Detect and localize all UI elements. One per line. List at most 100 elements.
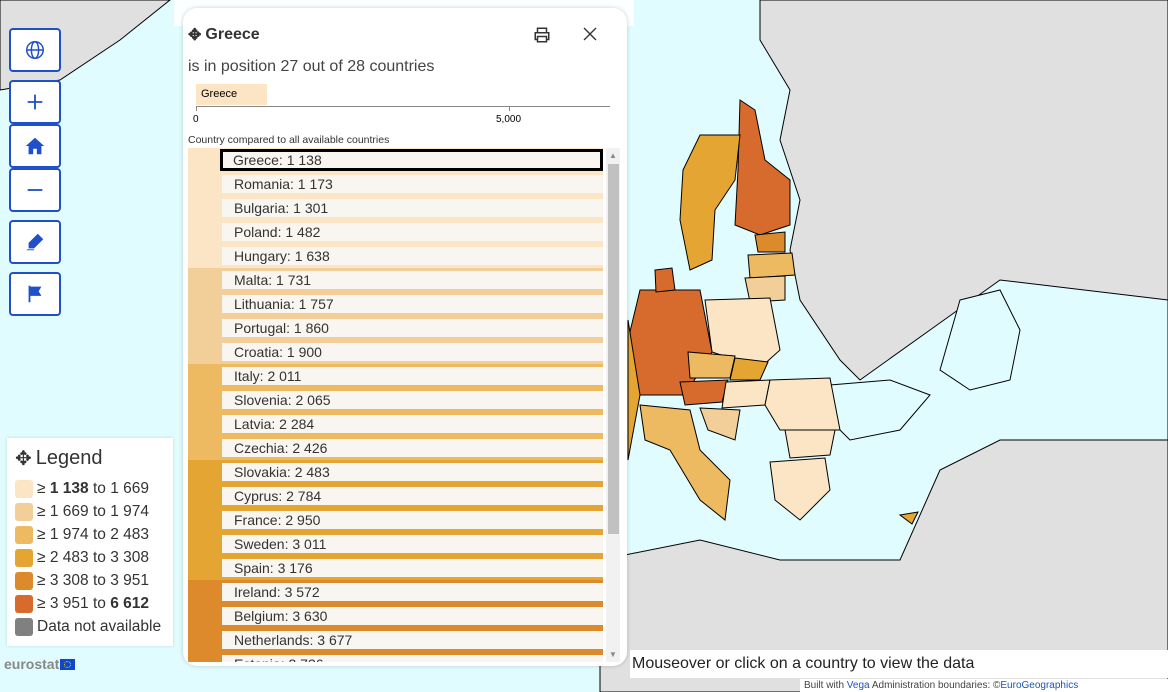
- list-item-label: Czechia: 2 426: [222, 439, 603, 457]
- legend-title: Legend: [35, 447, 103, 469]
- legend-label: ≥ 3 951 to 6 612: [37, 594, 149, 612]
- list-item[interactable]: Sweden: 3 011: [188, 532, 603, 556]
- scroll-up-icon[interactable]: ▲: [609, 151, 617, 160]
- legend-item: ≥ 2 483 to 3 308: [15, 546, 165, 569]
- country-croatia[interactable]: [699, 407, 741, 441]
- list-item[interactable]: Slovakia: 2 483: [188, 460, 603, 484]
- list-item[interactable]: Bulgaria: 1 301: [188, 196, 603, 220]
- list-item[interactable]: Lithuania: 1 757: [188, 292, 603, 316]
- country-ranking-list[interactable]: Greece: 1 138 Romania: 1 173 Bulgaria: 1 3…: [188, 148, 603, 662]
- list-item[interactable]: Cyprus: 2 784: [188, 484, 603, 508]
- print-icon[interactable]: [533, 26, 551, 44]
- list-item-label: Netherlands: 3 677: [222, 631, 603, 649]
- home-button[interactable]: [9, 124, 61, 168]
- legend-label: ≥ 3 308 to 3 951: [37, 571, 149, 589]
- list-item-label: Cyprus: 2 784: [222, 487, 603, 505]
- eurogeographics-link[interactable]: EuroGeographics: [1000, 680, 1079, 691]
- legend-item-na: Data not available: [15, 615, 165, 638]
- country-bulgaria[interactable]: [784, 429, 836, 459]
- country-greece[interactable]: [769, 457, 831, 521]
- country-lithuania[interactable]: [744, 275, 786, 303]
- list-item[interactable]: France: 2 950: [188, 508, 603, 532]
- list-item-label: Ireland: 3 572: [222, 583, 603, 601]
- country-denmark[interactable]: [654, 267, 676, 293]
- legend-item: ≥ 1 669 to 1 974: [15, 500, 165, 523]
- list-item-label: Hungary: 1 638: [222, 247, 603, 265]
- legend-label: ≥ 1 138 to 1 669: [37, 479, 149, 497]
- list-item-label: Greece: 1 138: [220, 149, 603, 171]
- country-estonia[interactable]: [754, 231, 786, 253]
- list-item-label: Portugal: 1 860: [222, 319, 603, 337]
- legend-swatch: [15, 548, 33, 567]
- legend[interactable]: ✥ Legend ≥ 1 138 to 1 669 ≥ 1 669 to 1 974…: [7, 438, 173, 646]
- axis-tick: [509, 106, 510, 111]
- country-austria[interactable]: [679, 379, 729, 406]
- zoom-out-button[interactable]: [9, 168, 61, 212]
- country-value-bar: Greece: [196, 84, 268, 105]
- legend-swatch: [15, 571, 33, 590]
- list-item-label: Italy: 2 011: [222, 367, 603, 385]
- move-icon[interactable]: ✥: [15, 448, 32, 470]
- country-romania[interactable]: [764, 377, 841, 431]
- list-item[interactable]: Ireland: 3 572: [188, 580, 603, 604]
- legend-swatch: [15, 479, 33, 498]
- list-item[interactable]: Hungary: 1 638: [188, 244, 603, 268]
- close-icon[interactable]: [581, 25, 599, 43]
- country-finland[interactable]: [734, 99, 791, 236]
- list-item[interactable]: Latvia: 2 284: [188, 412, 603, 436]
- legend-swatch: [15, 617, 33, 636]
- list-item-label: Romania: 1 173: [222, 175, 603, 193]
- legend-swatch: [15, 525, 33, 544]
- country-poland[interactable]: [704, 297, 781, 369]
- pen-icon: [26, 233, 44, 251]
- legend-label: Data not available: [37, 617, 162, 635]
- country-hungary[interactable]: [721, 379, 771, 409]
- globe-button[interactable]: [9, 28, 61, 72]
- list-item-label: Sweden: 3 011: [222, 535, 603, 553]
- list-item[interactable]: Portugal: 1 860: [188, 316, 603, 340]
- vega-link[interactable]: Vega: [846, 680, 870, 691]
- list-item[interactable]: Slovenia: 2 065: [188, 388, 603, 412]
- legend-swatch: [15, 594, 33, 613]
- axis-tick-label: 5,000: [496, 114, 522, 125]
- attribution: Built with Vega Administration boundarie…: [800, 679, 1168, 692]
- list-item-label: Slovenia: 2 065: [222, 391, 603, 409]
- list-item[interactable]: Croatia: 1 900: [188, 340, 603, 364]
- country-cyprus[interactable]: [898, 511, 919, 525]
- list-item[interactable]: Malta: 1 731: [188, 268, 603, 292]
- list-item[interactable]: Spain: 3 176: [188, 556, 603, 580]
- scroll-down-icon[interactable]: ▼: [609, 650, 617, 659]
- country-czechia[interactable]: [687, 351, 736, 379]
- list-item[interactable]: Greece: 1 138: [188, 148, 603, 172]
- legend-label: ≥ 1 974 to 2 483: [37, 525, 149, 543]
- flag-icon: [28, 285, 42, 303]
- eurostat-logo: eurostat: [4, 656, 76, 672]
- country-italy[interactable]: [639, 404, 731, 521]
- flag-button[interactable]: [9, 272, 61, 316]
- list-item[interactable]: Estonia: 3 736: [188, 652, 603, 662]
- list-item[interactable]: Belgium: 3 630: [188, 604, 603, 628]
- list-item[interactable]: Netherlands: 3 677: [188, 628, 603, 652]
- list-item[interactable]: Poland: 1 482: [188, 220, 603, 244]
- list-item-label: Spain: 3 176: [222, 559, 603, 577]
- list-item-label: Belgium: 3 630: [222, 607, 603, 625]
- x-axis: [196, 106, 610, 107]
- country-latvia[interactable]: [747, 252, 796, 279]
- position-text: is in position 27 out of 28 countries: [188, 58, 435, 75]
- legend-label: ≥ 2 483 to 3 308: [37, 548, 149, 566]
- zoom-in-button[interactable]: [9, 80, 61, 124]
- scrollbar[interactable]: ▲ ▼: [606, 148, 620, 662]
- panel-title: Greece: [205, 26, 260, 43]
- country-france[interactable]: [627, 319, 641, 461]
- legend-swatch: [15, 502, 33, 521]
- list-item-label: Bulgaria: 1 301: [222, 199, 603, 217]
- list-item-label: Latvia: 2 284: [222, 415, 603, 433]
- scrollbar-thumb[interactable]: [608, 164, 619, 534]
- legend-item: ≥ 1 974 to 2 483: [15, 523, 165, 546]
- draw-button[interactable]: [9, 220, 61, 264]
- move-icon[interactable]: ✥: [188, 27, 202, 44]
- list-item[interactable]: Italy: 2 011: [188, 364, 603, 388]
- list-item[interactable]: Romania: 1 173: [188, 172, 603, 196]
- list-item[interactable]: Czechia: 2 426: [188, 436, 603, 460]
- country-sweden[interactable]: [679, 134, 741, 271]
